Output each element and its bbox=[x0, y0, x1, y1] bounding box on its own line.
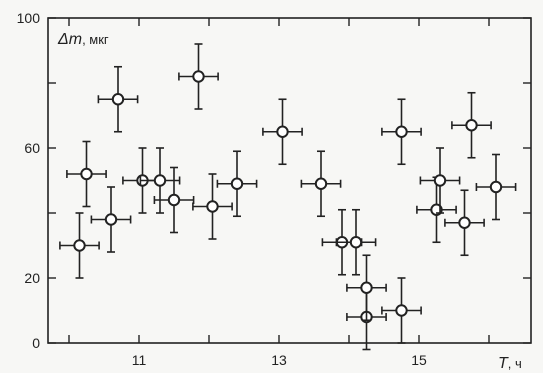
data-point bbox=[153, 166, 195, 234]
data-point bbox=[90, 186, 132, 253]
data-point bbox=[451, 91, 492, 159]
point-marker bbox=[167, 193, 181, 207]
axis-tick-labels: 11 13 15 0 20 60 100 bbox=[17, 10, 427, 368]
data-point bbox=[192, 173, 233, 240]
data-point bbox=[97, 65, 139, 133]
y-tick-label: 20 bbox=[24, 270, 40, 286]
data-point bbox=[381, 98, 422, 166]
data-point bbox=[216, 150, 258, 218]
y-tick-label: 100 bbox=[17, 10, 41, 26]
axis-ticks bbox=[48, 17, 531, 344]
data-point bbox=[419, 147, 461, 214]
data-point bbox=[416, 176, 457, 244]
x-tick-label: 15 bbox=[411, 352, 427, 368]
y-axis-label: Δm, мкг bbox=[57, 31, 109, 48]
data-point bbox=[300, 150, 342, 218]
data-points bbox=[59, 43, 517, 351]
data-point bbox=[178, 43, 219, 110]
point-marker bbox=[395, 304, 408, 317]
data-point bbox=[444, 189, 485, 257]
point-marker bbox=[349, 236, 363, 249]
point-marker bbox=[153, 174, 167, 187]
data-point bbox=[262, 98, 303, 166]
data-point bbox=[139, 147, 181, 214]
point-marker bbox=[192, 70, 205, 83]
point-marker bbox=[276, 125, 289, 138]
point-marker bbox=[314, 177, 328, 190]
point-marker bbox=[111, 93, 125, 106]
data-point bbox=[335, 208, 377, 276]
data-point bbox=[346, 254, 387, 322]
point-marker bbox=[73, 239, 86, 252]
data-point bbox=[66, 140, 107, 208]
point-marker bbox=[230, 177, 244, 190]
data-point bbox=[381, 277, 422, 344]
point-marker bbox=[360, 281, 373, 294]
x-tick-label: 11 bbox=[132, 352, 147, 368]
point-marker bbox=[104, 213, 118, 226]
point-marker bbox=[80, 167, 93, 181]
point-marker bbox=[206, 200, 219, 213]
point-marker bbox=[489, 180, 503, 194]
data-point bbox=[475, 153, 517, 221]
data-point bbox=[59, 212, 100, 279]
y-tick-label: 0 bbox=[32, 335, 40, 351]
point-marker bbox=[458, 216, 471, 229]
point-marker bbox=[433, 174, 447, 187]
plot-frame bbox=[47, 17, 532, 344]
point-marker bbox=[465, 119, 478, 132]
y-tick-label: 60 bbox=[24, 140, 40, 156]
x-tick-label: 13 bbox=[271, 352, 287, 368]
x-axis-label: T, ч bbox=[498, 355, 522, 372]
point-marker bbox=[395, 125, 408, 138]
